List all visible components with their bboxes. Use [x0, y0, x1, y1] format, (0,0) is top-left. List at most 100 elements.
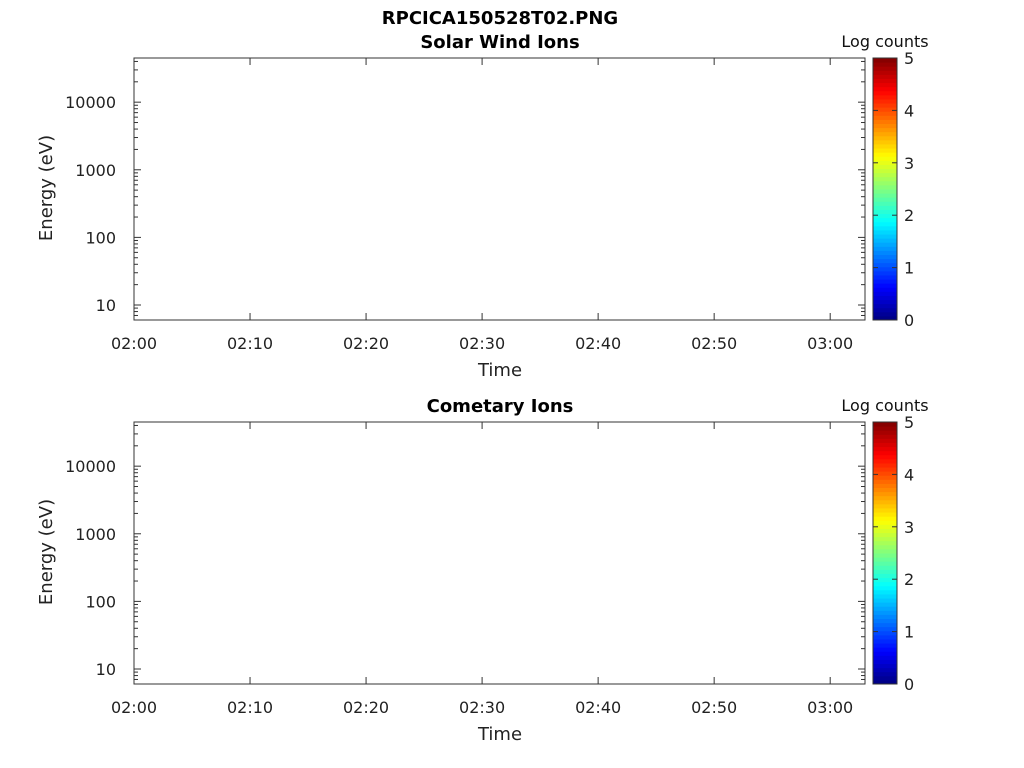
colorbar-band — [873, 450, 897, 456]
x-tick-label: 02:10 — [227, 698, 273, 717]
colorbar-band — [873, 667, 897, 673]
colorbar-frame — [872, 57, 898, 321]
colorbar-band — [873, 467, 897, 472]
colorbar-band — [873, 311, 897, 317]
colorbar-band — [873, 479, 897, 484]
colorbar-band — [873, 475, 897, 480]
colorbar-tick-label: 1 — [904, 259, 914, 278]
colorbar-band — [873, 503, 897, 509]
colorbar-tick-label: 4 — [904, 101, 914, 120]
x-tick-label: 03:00 — [807, 698, 853, 717]
colorbar-band — [873, 217, 897, 223]
colorbar-band — [873, 507, 897, 513]
colorbar-band — [873, 315, 897, 321]
colorbar-band — [873, 262, 897, 268]
colorbar-band — [873, 536, 897, 542]
y-tick-label: 100 — [85, 592, 116, 611]
colorbar-band — [873, 168, 897, 174]
colorbar-band — [873, 598, 897, 603]
colorbar-band — [873, 454, 897, 460]
colorbar-band — [873, 602, 897, 607]
colorbar-band — [873, 156, 897, 161]
colorbar: 0 1 2 3 4 5 — [872, 413, 914, 694]
colorbar-frame — [872, 421, 898, 685]
colorbar-band — [873, 581, 897, 587]
colorbar-band — [873, 634, 897, 640]
colorbar-band — [873, 70, 897, 75]
colorbar-band — [873, 569, 897, 574]
colorbar-band — [873, 283, 897, 288]
y-tick-label: 10 — [96, 296, 116, 315]
colorbar-band — [873, 307, 897, 313]
y-tick-label: 10000 — [65, 457, 116, 476]
colorbar-band — [873, 520, 897, 525]
colorbar-band — [873, 573, 897, 579]
colorbar-band — [873, 242, 897, 247]
colorbar-label: Log counts — [841, 396, 928, 415]
colorbar-band — [873, 139, 897, 145]
colorbar-band — [873, 655, 897, 660]
cometary-panel: Cometary Ions 02:00 02:10 02:20 02:30 02:40 0… — [36, 396, 929, 745]
colorbar-band — [873, 148, 897, 153]
colorbar-band — [873, 532, 897, 538]
colorbar-band — [873, 258, 897, 264]
colorbar-band — [873, 221, 897, 227]
colorbar-band — [873, 250, 897, 255]
colorbar-band — [873, 90, 897, 96]
colorbar-band — [873, 516, 897, 521]
plot-area — [133, 421, 866, 685]
axes: 02:00 02:10 02:20 02:30 02:40 02:50 03:00 10 100… — [65, 421, 866, 717]
colorbar-band — [873, 78, 897, 84]
colorbar-band — [873, 197, 897, 202]
colorbar-band — [873, 127, 897, 133]
colorbar-band — [873, 647, 897, 652]
x-axis-label: Time — [477, 360, 522, 381]
colorbar-band — [873, 663, 897, 669]
colorbar-band — [873, 618, 897, 624]
colorbar-band — [873, 213, 897, 219]
colorbar-band — [873, 123, 897, 129]
colorbar-band — [873, 238, 897, 243]
colorbar-band — [873, 651, 897, 656]
axes: 02:00 02:10 02:20 02:30 02:40 02:50 03:00 10 100… — [65, 57, 866, 353]
x-tick-label: 02:30 — [459, 698, 505, 717]
colorbar-band — [873, 135, 897, 141]
colorbar-band — [873, 548, 897, 554]
x-tick-label: 02:40 — [575, 334, 621, 353]
x-tick-label: 02:30 — [459, 334, 505, 353]
x-tick-label: 02:00 — [111, 334, 157, 353]
colorbar-band — [873, 201, 897, 206]
colorbar-band — [873, 544, 897, 550]
colorbar-band — [873, 254, 897, 260]
colorbar-band — [873, 184, 897, 190]
colorbar-band — [873, 483, 897, 488]
colorbar-band — [873, 626, 897, 632]
colorbar-band — [873, 209, 897, 215]
colorbar-band — [873, 180, 897, 186]
colorbar-band — [873, 442, 897, 448]
colorbar-band — [873, 103, 897, 108]
colorbar-band — [873, 82, 897, 88]
colorbar-band — [873, 593, 897, 599]
colorbar-tick-label: 0 — [904, 311, 914, 330]
colorbar-tick-label: 2 — [904, 206, 914, 225]
colorbar-band — [873, 299, 897, 305]
colorbar-tick-label: 1 — [904, 623, 914, 642]
colorbar-tick-label: 3 — [904, 518, 914, 537]
colorbar-band — [873, 119, 897, 124]
colorbar-band — [873, 430, 897, 435]
colorbar-band — [873, 131, 897, 137]
colorbar: 0 1 2 3 4 5 — [872, 49, 914, 330]
panel-title: Solar Wind Ions — [420, 32, 579, 53]
colorbar-band — [873, 229, 897, 235]
colorbar-band — [873, 266, 897, 272]
colorbar-band — [873, 471, 897, 476]
y-tick-label: 10 — [96, 660, 116, 679]
colorbar-band — [873, 487, 897, 493]
colorbar-band — [873, 585, 897, 591]
colorbar-band — [873, 189, 897, 194]
colorbar-band — [873, 462, 897, 468]
colorbar-band — [873, 74, 897, 79]
colorbar-band — [873, 614, 897, 619]
